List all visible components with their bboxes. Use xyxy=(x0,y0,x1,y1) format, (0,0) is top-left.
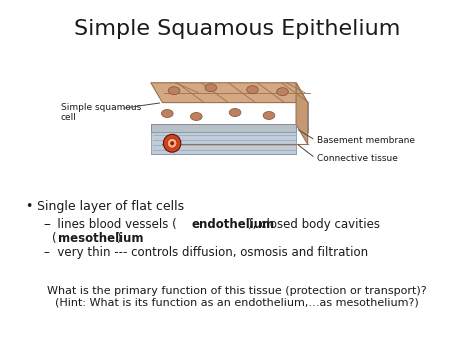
Text: Connective tissue: Connective tissue xyxy=(318,154,398,163)
Text: Basement membrane: Basement membrane xyxy=(318,136,415,145)
Ellipse shape xyxy=(205,84,217,92)
Text: Simple squamous
cell: Simple squamous cell xyxy=(61,103,141,122)
Circle shape xyxy=(167,138,177,148)
Ellipse shape xyxy=(229,109,241,116)
Circle shape xyxy=(170,141,174,145)
Text: ): ) xyxy=(116,231,120,245)
Text: ), closed body cavities: ), closed body cavities xyxy=(247,218,380,231)
Text: (: ( xyxy=(52,231,57,245)
Text: mesothelium: mesothelium xyxy=(58,231,143,245)
Polygon shape xyxy=(151,124,296,132)
Ellipse shape xyxy=(191,113,202,120)
Polygon shape xyxy=(296,83,308,144)
Ellipse shape xyxy=(162,110,173,118)
Text: –  very thin --- controls diffusion, osmosis and filtration: – very thin --- controls diffusion, osmo… xyxy=(45,246,368,260)
Ellipse shape xyxy=(263,111,275,120)
Ellipse shape xyxy=(277,88,288,95)
Text: –  lines blood vessels (: – lines blood vessels ( xyxy=(45,218,177,231)
Text: Simple Squamous Epithelium: Simple Squamous Epithelium xyxy=(74,19,400,39)
Text: What is the primary function of this tissue (protection or transport)?
(Hint: Wh: What is the primary function of this tis… xyxy=(47,286,427,308)
Text: •: • xyxy=(25,200,32,213)
Circle shape xyxy=(164,134,181,152)
Ellipse shape xyxy=(246,86,258,94)
Text: –: – xyxy=(45,218,50,231)
Polygon shape xyxy=(151,132,296,154)
Text: Single layer of flat cells: Single layer of flat cells xyxy=(36,200,184,213)
Text: endothelium: endothelium xyxy=(191,218,274,231)
Polygon shape xyxy=(151,83,308,103)
Ellipse shape xyxy=(168,87,180,95)
